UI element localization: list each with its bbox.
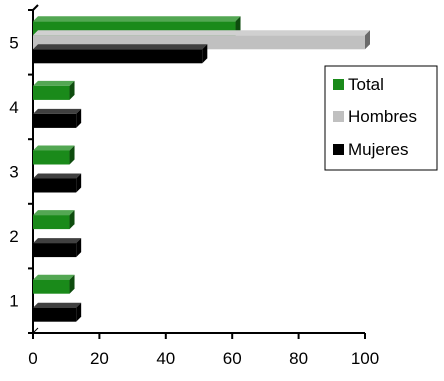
bar-top-face <box>33 210 75 216</box>
bar-top-face <box>33 145 75 151</box>
bar-front-face <box>33 215 70 230</box>
bar-top-face <box>33 30 370 36</box>
legend-swatch-hombres <box>333 111 344 122</box>
bar-top-face <box>33 108 82 114</box>
bar-top-face <box>33 44 208 50</box>
bar-front-face <box>33 279 70 294</box>
bar-mujeres-2 <box>33 238 82 258</box>
bar-front-face <box>33 49 203 64</box>
y-tick-label-1: 1 <box>9 292 18 311</box>
bar-mujeres-1 <box>33 302 82 322</box>
legend-label-mujeres: Mujeres <box>348 140 408 159</box>
bar-top-face <box>33 302 82 308</box>
bar-mujeres-3 <box>33 173 82 193</box>
bar-end-face <box>76 173 82 193</box>
bar-top-face <box>33 173 82 179</box>
x-axis-depth-edge <box>32 327 39 334</box>
bar-front-face <box>33 113 77 128</box>
bar-front-face <box>33 85 70 100</box>
bar-top-face <box>33 238 82 244</box>
bar-top-face <box>33 16 241 22</box>
bar-total-1 <box>33 274 75 294</box>
x-tick-label-40: 40 <box>156 349 175 368</box>
bar-total-4 <box>33 80 75 100</box>
bar-end-face <box>76 238 82 258</box>
bar-front-face <box>33 178 77 193</box>
x-tick-label-80: 80 <box>289 349 308 368</box>
legend-swatch-total <box>333 79 344 90</box>
y-tick-label-2: 2 <box>9 227 18 246</box>
bar-front-face <box>33 307 77 322</box>
x-tick-label-0: 0 <box>28 349 37 368</box>
bar-end-face <box>365 30 370 50</box>
bar-end-face <box>69 80 75 100</box>
bar-hombres-5 <box>33 30 370 50</box>
y-tick-label-5: 5 <box>9 33 18 52</box>
bar-end-face <box>76 302 82 322</box>
bar-mujeres-5 <box>33 44 208 64</box>
legend: Total Hombres Mujeres <box>324 65 438 171</box>
bar-top-face <box>33 274 75 280</box>
bars <box>33 16 370 322</box>
bar-total-3 <box>33 145 75 165</box>
legend-swatch-mujeres <box>333 144 344 155</box>
legend-label-total: Total <box>348 75 384 94</box>
bar-mujeres-4 <box>33 108 82 128</box>
bar-front-face <box>33 243 77 258</box>
y-tick-label-3: 3 <box>9 163 18 182</box>
bar-end-face <box>76 108 82 128</box>
y-tick-label-4: 4 <box>9 98 18 117</box>
bar-end-face <box>69 145 75 165</box>
bar-top-face <box>33 80 75 86</box>
bar-end-face <box>69 274 75 294</box>
x-tick-label-100: 100 <box>351 349 379 368</box>
bar-front-face <box>33 150 70 165</box>
legend-label-hombres: Hombres <box>348 107 417 126</box>
bar-total-2 <box>33 210 75 230</box>
x-tick-label-60: 60 <box>223 349 242 368</box>
bar-end-face <box>202 44 208 64</box>
bar-end-face <box>69 210 75 230</box>
tick-labels: 1 2 3 4 5 0 20 40 60 80 100 <box>9 33 379 368</box>
y-axis-top-edge <box>32 4 39 11</box>
x-tick-label-20: 20 <box>90 349 109 368</box>
